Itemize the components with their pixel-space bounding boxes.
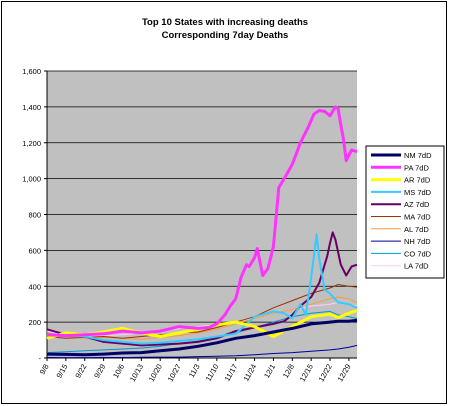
- x-tick-label: 10/20: [147, 363, 164, 384]
- y-tick-label: 1,000: [22, 175, 41, 184]
- legend-label: AZ 7dD: [404, 200, 430, 209]
- legend-label: MA 7dD: [404, 213, 431, 222]
- legend-label: NM 7dD: [404, 151, 432, 160]
- x-tick-label: 11/24: [241, 363, 258, 383]
- x-tick-label: 12/1: [262, 363, 277, 380]
- x-tick-label: 9/22: [73, 363, 88, 380]
- legend-label: MS 7dD: [404, 188, 432, 197]
- x-axis-ticks: 9/8 9/15 9/22 9/29 10/6 10/13 10/20 10/27 11/3 11…: [38, 358, 353, 383]
- x-tick-label: 12/29: [335, 363, 352, 384]
- x-tick-label: 12/8: [281, 363, 296, 380]
- y-tick-label: -: [39, 354, 42, 363]
- y-tick-label: 1,600: [22, 67, 41, 76]
- gridlines: [47, 70, 357, 323]
- x-tick-label: 12/22: [317, 363, 334, 384]
- y-tick-label: 400: [28, 282, 41, 291]
- series-line-nm: [46, 318, 358, 357]
- series-lines: [46, 105, 358, 359]
- legend-label: LA 7dD: [404, 262, 429, 271]
- x-tick-label: 10/6: [111, 363, 126, 380]
- x-tick-label: 11/3: [187, 363, 202, 380]
- legend-label: PA 7dD: [404, 163, 429, 172]
- x-tick-label: 9/15: [55, 363, 70, 380]
- x-tick-label: 10/13: [128, 363, 145, 384]
- y-axis-ticks: - 200 400 600 800 1,000 1,200 1,400 1,600: [22, 67, 47, 363]
- chart-subtitle: Corresponding 7day Deaths: [162, 30, 289, 41]
- x-tick-label: 10/27: [166, 363, 183, 384]
- series-line-nh: [46, 344, 358, 359]
- series-line-az: [46, 231, 358, 347]
- legend-label: AR 7dD: [404, 176, 431, 185]
- y-tick-label: 600: [28, 246, 41, 255]
- series-line-ma: [46, 284, 358, 339]
- series-line-pa: [46, 105, 358, 338]
- y-tick-label: 800: [28, 211, 41, 220]
- legend-label: CO 7dD: [404, 249, 432, 258]
- y-tick-label: 1,200: [22, 139, 41, 148]
- x-tick-label: 11/10: [204, 363, 221, 383]
- x-tick-label: 11/17: [223, 363, 240, 383]
- legend-label: AL 7dD: [404, 225, 429, 234]
- x-tick-label: 9/8: [38, 363, 51, 377]
- chart-title: Top 10 States with increasing deaths: [142, 17, 308, 28]
- legend: NM 7dD PA 7dD AR 7dD MS 7dD AZ 7dD MA 7dD AL 7…: [365, 145, 445, 279]
- y-tick-label: 200: [28, 318, 41, 327]
- y-tick-label: 1,400: [22, 103, 41, 112]
- x-tick-label: 12/15: [298, 363, 315, 384]
- series-line-ms: [46, 233, 358, 345]
- legend-label: NH 7dD: [404, 237, 431, 246]
- series-line-al: [46, 296, 358, 340]
- x-tick-label: 9/29: [92, 363, 107, 380]
